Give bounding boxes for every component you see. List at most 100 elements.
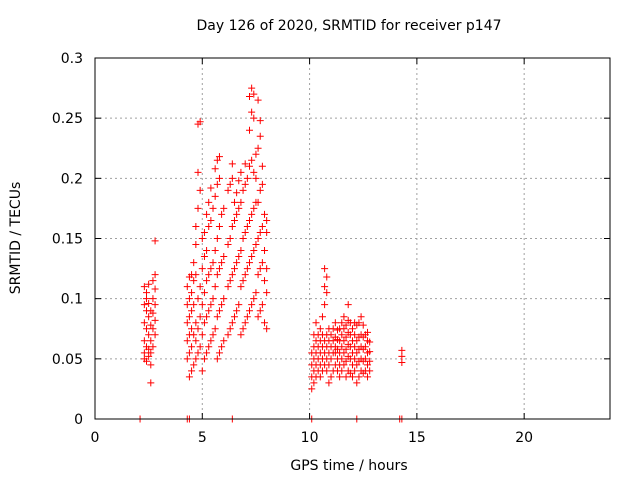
data-point: [194, 349, 202, 357]
data-point: [143, 289, 150, 297]
data-point: [151, 301, 159, 309]
data-point: [192, 319, 200, 327]
data-point: [213, 313, 221, 321]
data-point: [323, 367, 331, 375]
data-point: [228, 222, 236, 230]
data-point: [194, 204, 202, 212]
data-point: [190, 277, 198, 285]
data-point: [205, 271, 213, 279]
y-tick-label: 0.1: [61, 292, 83, 308]
data-point: [196, 186, 204, 194]
data-point: [364, 361, 372, 369]
data-point: [340, 313, 348, 321]
data-point: [342, 345, 350, 353]
data-point: [398, 346, 406, 354]
data-point: [190, 259, 198, 267]
data-point: [248, 84, 256, 92]
data-point: [235, 253, 243, 261]
data-point: [203, 277, 211, 285]
data-point: [252, 241, 260, 249]
data-point: [215, 349, 223, 357]
gridlines: [95, 58, 610, 419]
data-point: [226, 180, 234, 188]
data-point: [220, 204, 228, 212]
data-point: [226, 325, 234, 333]
data-point: [140, 337, 148, 345]
data-point: [149, 295, 157, 303]
data-point: [254, 271, 262, 279]
data-point: [250, 114, 258, 122]
data-point: [196, 283, 204, 291]
data-point: [342, 373, 350, 381]
data-point: [351, 355, 359, 363]
data-point: [192, 271, 200, 279]
data-point: [215, 307, 223, 315]
data-point: [263, 216, 271, 224]
data-point: [248, 301, 256, 309]
data-point: [224, 283, 232, 291]
data-point: [147, 321, 155, 329]
data-point: [237, 247, 245, 255]
data-point: [246, 93, 253, 101]
data-point: [263, 228, 271, 236]
data-point: [218, 301, 226, 309]
data-point: [209, 204, 217, 212]
data-point: [205, 222, 213, 230]
data-point: [209, 295, 217, 303]
data-point: [252, 150, 260, 158]
data-point: [145, 299, 153, 307]
data-point: [241, 271, 249, 279]
y-tick-label: 0.05: [52, 352, 83, 368]
data-point: [218, 259, 226, 267]
data-point: [308, 385, 316, 393]
data-point: [215, 153, 223, 161]
data-point: [233, 189, 241, 197]
data-point: [340, 337, 348, 345]
data-point: [342, 357, 350, 365]
data-point: [243, 174, 251, 182]
data-point: [226, 235, 234, 242]
data-point: [213, 235, 221, 242]
chart-title: Day 126 of 2020, SRMTID for receiver p14…: [196, 18, 501, 34]
data-point: [190, 331, 198, 339]
data-point: [353, 349, 361, 357]
data-point: [254, 313, 262, 321]
data-point: [209, 331, 217, 339]
data-point: [228, 160, 236, 168]
data-point: [361, 355, 369, 363]
data-point: [342, 333, 350, 341]
data-point: [140, 349, 148, 357]
data-point: [316, 373, 324, 381]
data-point: [263, 289, 271, 297]
data-point: [261, 277, 269, 285]
data-point: [205, 198, 213, 206]
data-point: [237, 283, 245, 291]
y-tick-label: 0.2: [61, 171, 83, 187]
data-point: [224, 331, 232, 339]
data-point: [246, 162, 253, 170]
data-point: [207, 184, 215, 192]
data-point: [364, 373, 372, 381]
data-point: [258, 301, 266, 309]
data-point: [194, 168, 202, 176]
data-point: [353, 379, 361, 387]
data-point: [213, 355, 221, 363]
data-point: [239, 186, 247, 194]
data-point: [318, 313, 326, 321]
data-point: [192, 355, 200, 363]
data-point: [203, 210, 211, 218]
data-point: [140, 319, 148, 327]
data-point: [338, 343, 346, 351]
x-tick-label: 0: [91, 430, 100, 446]
data-point: [261, 247, 269, 255]
data-point: [185, 295, 193, 303]
data-point: [147, 361, 155, 369]
data-point: [325, 379, 333, 387]
data-point: [237, 331, 245, 339]
data-point: [340, 325, 348, 333]
data-point: [192, 337, 200, 345]
y-tick-label: 0.3: [61, 51, 83, 67]
x-tick-label: 20: [515, 430, 533, 446]
data-point: [321, 301, 329, 309]
